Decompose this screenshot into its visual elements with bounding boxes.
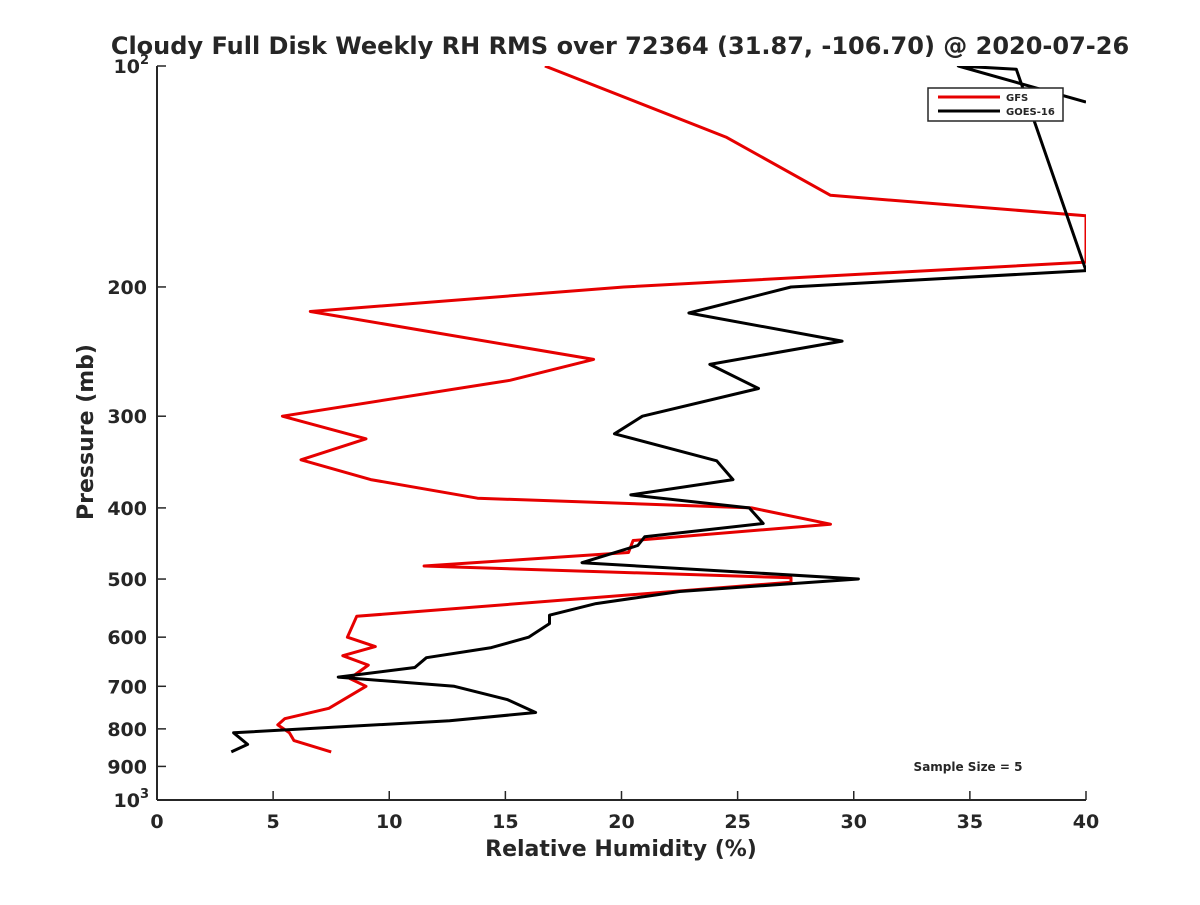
x-axis-label: Relative Humidity (%): [485, 837, 757, 862]
legend: GFS GOES-16: [927, 87, 1064, 122]
sample-size-annotation: Sample Size = 5: [914, 760, 1023, 774]
series-line-goes-16: [230, 66, 1086, 754]
y-tick-label: 900: [107, 756, 147, 778]
x-tick-label: 40: [1073, 811, 1099, 833]
legend-label-goes-16: GOES-16: [1006, 107, 1055, 118]
y-tick-label: 400: [107, 498, 147, 520]
legend-box: [927, 87, 1064, 122]
x-ticks: 0 5 10 15 20 25 30 35 40: [150, 791, 1099, 833]
y-tick-label: 800: [107, 719, 147, 741]
y-tick-label: 200: [107, 277, 147, 299]
legend-label-gfs: GFS: [1006, 93, 1028, 104]
x-tick-label: 0: [150, 811, 163, 833]
series-layer: [230, 66, 1086, 754]
x-tick-label: 5: [267, 811, 280, 833]
y-tick-label: 102: [114, 53, 150, 78]
x-tick-label: 10: [376, 811, 402, 833]
y-tick-label: 600: [107, 627, 147, 649]
x-tick-label: 35: [957, 811, 983, 833]
y-tick-label: 700: [107, 676, 147, 698]
y-ticks: 102 200 300 400 500 600 700 800 900 103: [107, 53, 166, 812]
y-tick-label: 103: [114, 787, 150, 812]
y-tick-label: 500: [107, 569, 147, 591]
x-tick-label: 25: [724, 811, 750, 833]
x-tick-label: 20: [608, 811, 634, 833]
x-tick-label: 15: [492, 811, 518, 833]
y-axis-label: Pressure (mb): [74, 344, 99, 520]
x-tick-label: 30: [841, 811, 867, 833]
chart-title: Cloudy Full Disk Weekly RH RMS over 7236…: [111, 32, 1129, 60]
y-tick-label: 300: [107, 406, 147, 428]
